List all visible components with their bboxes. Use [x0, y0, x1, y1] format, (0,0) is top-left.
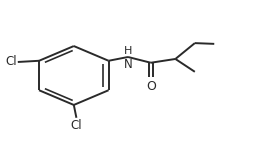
- Text: H: H: [124, 46, 132, 56]
- Text: N: N: [124, 58, 132, 71]
- Text: O: O: [146, 80, 156, 93]
- Text: Cl: Cl: [5, 55, 17, 69]
- Text: Cl: Cl: [71, 119, 82, 132]
